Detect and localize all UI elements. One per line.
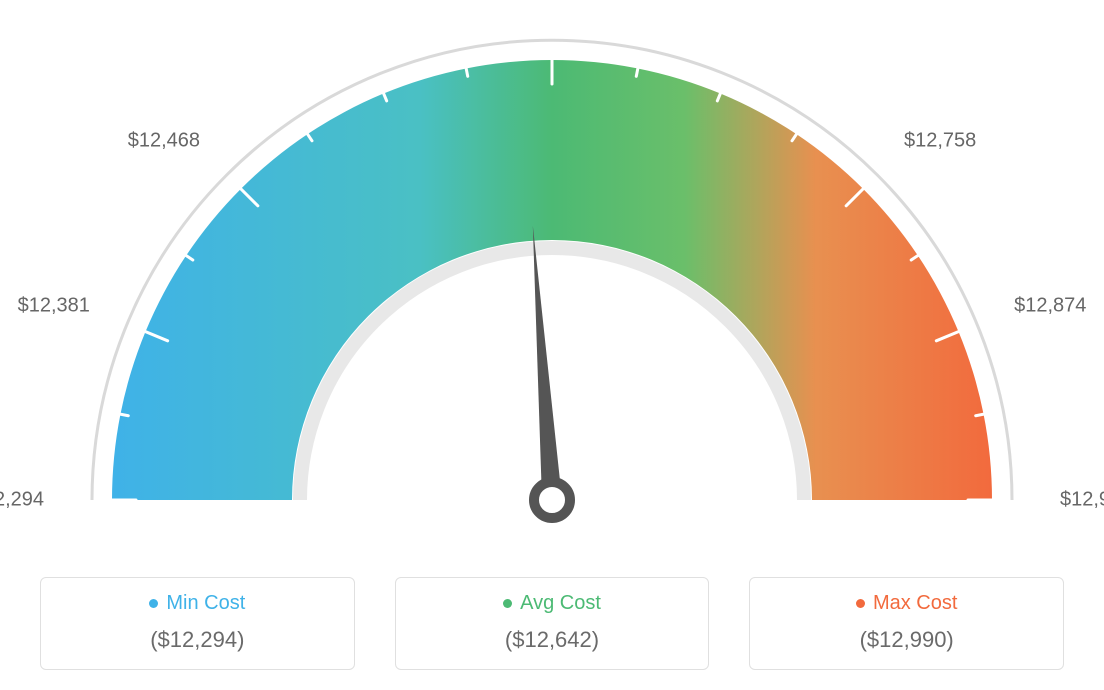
gauge-tick-label: $12,381 [18, 294, 90, 317]
legend-value-max: ($12,990) [760, 627, 1053, 653]
legend-title-avg: Avg Cost [503, 592, 601, 615]
legend-value-avg: ($12,642) [406, 627, 699, 653]
min-dot-icon [149, 599, 158, 608]
avg-dot-icon [503, 599, 512, 608]
max-dot-icon [856, 599, 865, 608]
chart-container: $12,294$12,381$12,468$12,642$12,758$12,8… [0, 0, 1104, 690]
legend-card-min: Min Cost ($12,294) [40, 577, 355, 670]
legend-title-min: Min Cost [149, 592, 245, 615]
legend-title-max-text: Max Cost [873, 592, 957, 615]
gauge-tick-label: $12,990 [1060, 489, 1104, 512]
legend-card-avg: Avg Cost ($12,642) [395, 577, 710, 670]
gauge-chart: $12,294$12,381$12,468$12,642$12,758$12,8… [0, 0, 1104, 560]
legend-title-avg-text: Avg Cost [520, 592, 601, 615]
gauge-tick-label: $12,874 [1014, 294, 1086, 317]
gauge-tick-label: $12,294 [0, 489, 44, 512]
gauge-svg [0, 0, 1104, 560]
legend-title-min-text: Min Cost [166, 592, 245, 615]
legend-title-max: Max Cost [856, 592, 957, 615]
gauge-tick-label: $12,468 [128, 129, 200, 152]
legend-value-min: ($12,294) [51, 627, 344, 653]
legend-row: Min Cost ($12,294) Avg Cost ($12,642) Ma… [0, 577, 1104, 670]
gauge-tick-label: $12,758 [904, 129, 976, 152]
legend-card-max: Max Cost ($12,990) [749, 577, 1064, 670]
